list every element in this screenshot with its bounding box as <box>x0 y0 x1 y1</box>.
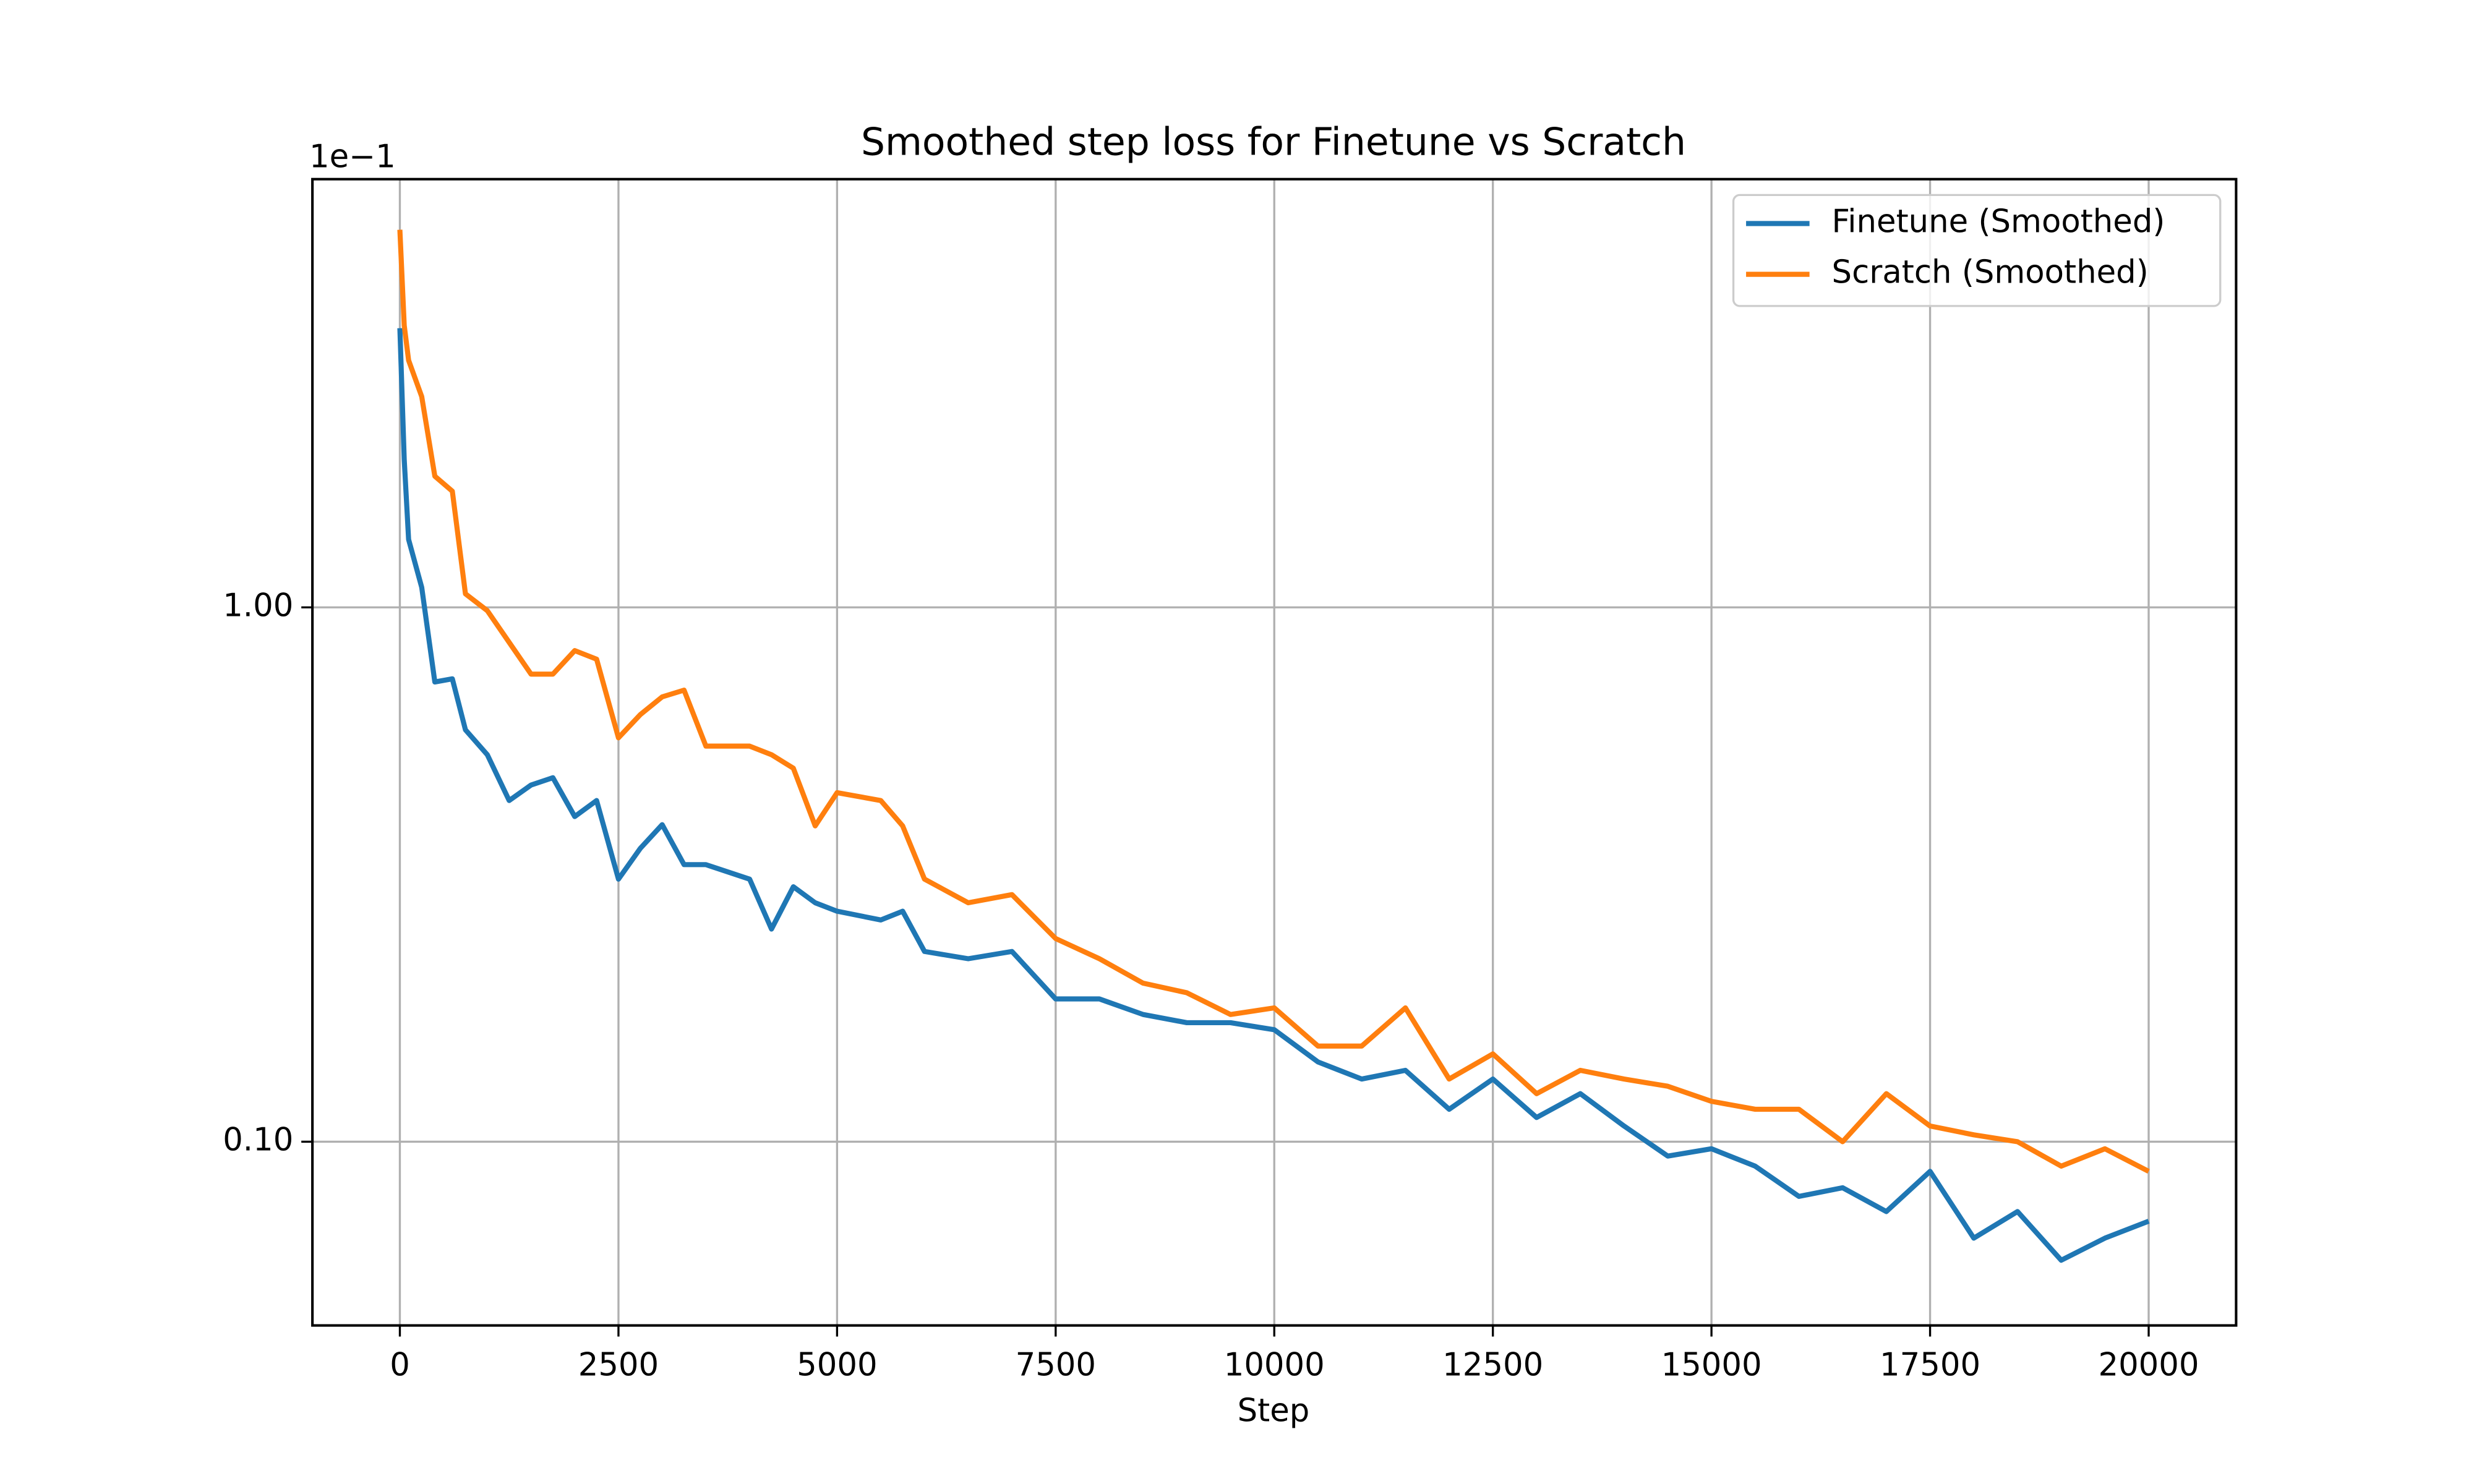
x-axis-label: Step <box>1238 1392 1310 1430</box>
series-line <box>397 328 2150 1263</box>
x-tick-label: 0 <box>390 1346 410 1383</box>
y-tick-label: 1.00 <box>223 587 293 624</box>
x-tick-label: 20000 <box>2098 1346 2199 1383</box>
x-tick-label: 2500 <box>578 1346 659 1383</box>
x-tick-label: 15000 <box>1661 1346 1762 1383</box>
chart-title: Smoothed step loss for Finetune vs Scrat… <box>861 119 1686 164</box>
ticks: 0 2500 5000 7500 10000 12500 15000 17500 20000 0.… <box>223 587 2199 1383</box>
x-tick-label: 7500 <box>1016 1346 1096 1383</box>
x-tick-label: 10000 <box>1224 1346 1325 1383</box>
legend-label: Scratch (Smoothed) <box>1832 254 2149 291</box>
y-offset-label: 1e−1 <box>309 138 396 175</box>
y-tick-label: 0.10 <box>223 1121 293 1158</box>
x-tick-label: 12500 <box>1442 1346 1543 1383</box>
grid <box>312 179 2236 1326</box>
series-line <box>397 229 2150 1174</box>
legend: Finetune (Smoothed) Scratch (Smoothed) <box>1732 194 2222 307</box>
lines <box>397 229 2150 1263</box>
legend-box <box>1732 194 2222 307</box>
x-tick-label: 17500 <box>1880 1346 1980 1383</box>
legend-label: Finetune (Smoothed) <box>1832 203 2165 241</box>
x-tick-label: 5000 <box>797 1346 877 1383</box>
